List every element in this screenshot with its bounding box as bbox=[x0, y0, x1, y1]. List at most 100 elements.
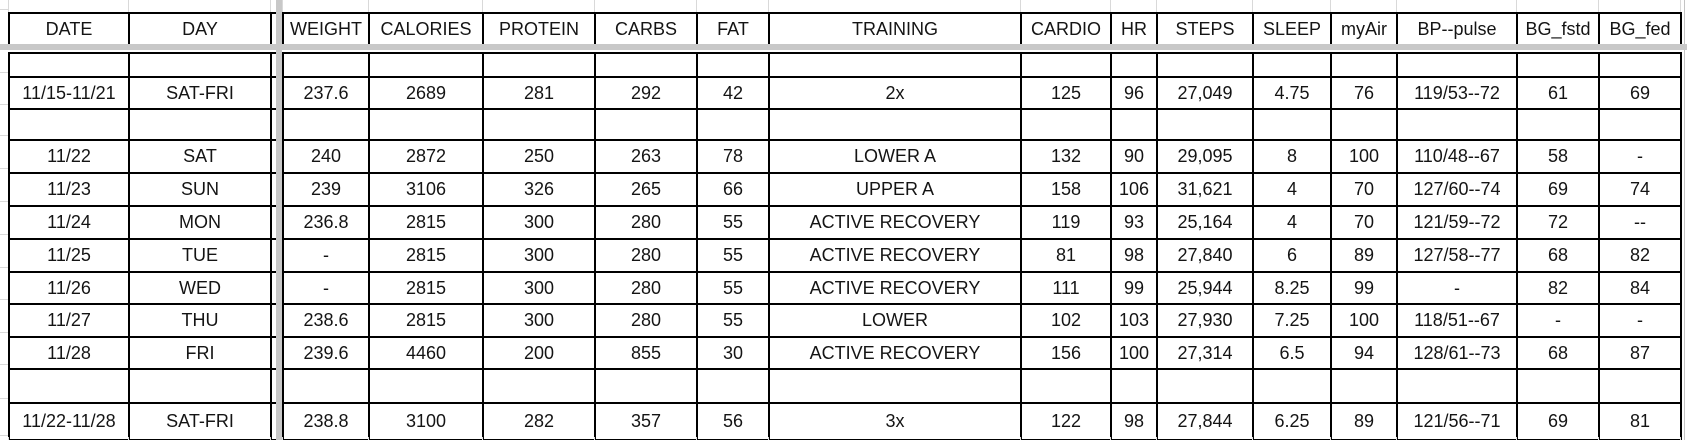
cell-carbs[interactable]: 292 bbox=[594, 76, 698, 110]
blank-cell-bg_fed[interactable] bbox=[1598, 368, 1682, 404]
cell-day[interactable]: SAT bbox=[128, 139, 272, 174]
cell-fat[interactable]: 56 bbox=[696, 402, 770, 440]
cell-hr[interactable]: 99 bbox=[1110, 271, 1158, 305]
cell-weight[interactable]: 237.6 bbox=[282, 76, 370, 110]
blank-cell-fat[interactable] bbox=[696, 368, 770, 404]
cell-bp_pulse[interactable]: 127/60--74 bbox=[1396, 172, 1518, 207]
blank-cell-weight[interactable] bbox=[282, 108, 370, 141]
cell-protein[interactable]: 300 bbox=[482, 303, 596, 338]
cell-training[interactable]: ACTIVE RECOVERY bbox=[768, 271, 1022, 305]
blank-cell-carbs[interactable] bbox=[594, 368, 698, 404]
cell-steps[interactable]: 25,944 bbox=[1156, 271, 1254, 305]
cell-protein[interactable]: 326 bbox=[482, 172, 596, 207]
cell-bg_fed[interactable]: - bbox=[1598, 139, 1682, 174]
cell-carbs[interactable]: 855 bbox=[594, 336, 698, 370]
cell-sleep[interactable]: 8 bbox=[1252, 139, 1332, 174]
blank-cell-weight[interactable] bbox=[282, 52, 370, 78]
blank-cell-sleep[interactable] bbox=[1252, 368, 1332, 404]
cell-sleep[interactable]: 4 bbox=[1252, 172, 1332, 207]
cell-cardio[interactable]: 122 bbox=[1020, 402, 1112, 440]
column-header-protein[interactable]: PROTEIN bbox=[482, 12, 596, 46]
cell-day[interactable]: SUN bbox=[128, 172, 272, 207]
cell-bg_fstd[interactable]: 82 bbox=[1516, 271, 1600, 305]
cell-hr[interactable]: 96 bbox=[1110, 76, 1158, 110]
cell-fat[interactable]: 42 bbox=[696, 76, 770, 110]
column-header-bg_fed[interactable]: BG_fed bbox=[1598, 12, 1682, 46]
column-header-sleep[interactable]: SLEEP bbox=[1252, 12, 1332, 46]
cell-steps[interactable]: 27,314 bbox=[1156, 336, 1254, 370]
blank-cell-bg_fed[interactable] bbox=[1598, 108, 1682, 141]
cell-myair[interactable]: 94 bbox=[1330, 336, 1398, 370]
blank-cell-training[interactable] bbox=[768, 52, 1022, 78]
cell-bg_fed[interactable]: 87 bbox=[1598, 336, 1682, 370]
blank-cell-calories[interactable] bbox=[368, 108, 484, 141]
cell-myair[interactable]: 76 bbox=[1330, 76, 1398, 110]
blank-cell-calories[interactable] bbox=[368, 368, 484, 404]
cell-day[interactable]: WED bbox=[128, 271, 272, 305]
cell-steps[interactable]: 27,844 bbox=[1156, 402, 1254, 440]
blank-cell-date[interactable] bbox=[8, 52, 130, 78]
cell-day[interactable]: SAT-FRI bbox=[128, 76, 272, 110]
cell-bp_pulse[interactable]: 121/56--71 bbox=[1396, 402, 1518, 440]
column-header-calories[interactable]: CALORIES bbox=[368, 12, 484, 46]
blank-cell-day[interactable] bbox=[128, 108, 272, 141]
blank-cell-steps[interactable] bbox=[1156, 52, 1254, 78]
cell-date[interactable]: 11/15-11/21 bbox=[8, 76, 130, 110]
frozen-row-divider[interactable] bbox=[0, 44, 1687, 50]
column-header-fat[interactable]: FAT bbox=[696, 12, 770, 46]
cell-bg_fstd[interactable]: 72 bbox=[1516, 205, 1600, 240]
blank-cell-calories[interactable] bbox=[368, 52, 484, 78]
blank-cell-cardio[interactable] bbox=[1020, 108, 1112, 141]
column-header-bp_pulse[interactable]: BP--pulse bbox=[1396, 12, 1518, 46]
blank-cell-sleep[interactable] bbox=[1252, 52, 1332, 78]
blank-cell-cardio[interactable] bbox=[1020, 368, 1112, 404]
cell-fat[interactable]: 30 bbox=[696, 336, 770, 370]
cell-date[interactable]: 11/23 bbox=[8, 172, 130, 207]
cell-date[interactable]: 11/25 bbox=[8, 238, 130, 273]
cell-protein[interactable]: 250 bbox=[482, 139, 596, 174]
cell-bp_pulse[interactable]: 118/51--67 bbox=[1396, 303, 1518, 338]
cell-calories[interactable]: 2872 bbox=[368, 139, 484, 174]
cell-carbs[interactable]: 265 bbox=[594, 172, 698, 207]
cell-date[interactable]: 11/22-11/28 bbox=[8, 402, 130, 440]
cell-calories[interactable]: 2815 bbox=[368, 238, 484, 273]
cell-cardio[interactable]: 81 bbox=[1020, 238, 1112, 273]
cell-fat[interactable]: 55 bbox=[696, 303, 770, 338]
cell-bg_fstd[interactable]: 69 bbox=[1516, 172, 1600, 207]
column-header-bg_fstd[interactable]: BG_fstd bbox=[1516, 12, 1600, 46]
blank-cell-hr[interactable] bbox=[1110, 52, 1158, 78]
cell-sleep[interactable]: 6.25 bbox=[1252, 402, 1332, 440]
cell-bg_fstd[interactable]: 68 bbox=[1516, 336, 1600, 370]
cell-training[interactable]: UPPER A bbox=[768, 172, 1022, 207]
cell-cardio[interactable]: 111 bbox=[1020, 271, 1112, 305]
blank-cell-steps[interactable] bbox=[1156, 108, 1254, 141]
cell-date[interactable]: 11/27 bbox=[8, 303, 130, 338]
cell-myair[interactable]: 89 bbox=[1330, 402, 1398, 440]
cell-steps[interactable]: 29,095 bbox=[1156, 139, 1254, 174]
cell-cardio[interactable]: 156 bbox=[1020, 336, 1112, 370]
blank-cell-training[interactable] bbox=[768, 368, 1022, 404]
cell-fat[interactable]: 55 bbox=[696, 205, 770, 240]
cell-protein[interactable]: 300 bbox=[482, 205, 596, 240]
blank-cell-steps[interactable] bbox=[1156, 368, 1254, 404]
blank-cell-myair[interactable] bbox=[1330, 108, 1398, 141]
cell-carbs[interactable]: 280 bbox=[594, 205, 698, 240]
cell-cardio[interactable]: 102 bbox=[1020, 303, 1112, 338]
cell-fat[interactable]: 55 bbox=[696, 238, 770, 273]
cell-hr[interactable]: 93 bbox=[1110, 205, 1158, 240]
column-header-steps[interactable]: STEPS bbox=[1156, 12, 1254, 46]
blank-cell-hr[interactable] bbox=[1110, 108, 1158, 141]
blank-cell-day[interactable] bbox=[128, 368, 272, 404]
cell-bg_fed[interactable]: 84 bbox=[1598, 271, 1682, 305]
cell-bg_fed[interactable]: -- bbox=[1598, 205, 1682, 240]
blank-cell-weight[interactable] bbox=[282, 368, 370, 404]
blank-cell-date[interactable] bbox=[8, 368, 130, 404]
cell-carbs[interactable]: 280 bbox=[594, 303, 698, 338]
cell-training[interactable]: 2x bbox=[768, 76, 1022, 110]
cell-training[interactable]: ACTIVE RECOVERY bbox=[768, 238, 1022, 273]
cell-date[interactable]: 11/24 bbox=[8, 205, 130, 240]
cell-bp_pulse[interactable]: - bbox=[1396, 271, 1518, 305]
cell-sleep[interactable]: 6.5 bbox=[1252, 336, 1332, 370]
cell-calories[interactable]: 2815 bbox=[368, 271, 484, 305]
cell-bg_fstd[interactable]: 69 bbox=[1516, 402, 1600, 440]
